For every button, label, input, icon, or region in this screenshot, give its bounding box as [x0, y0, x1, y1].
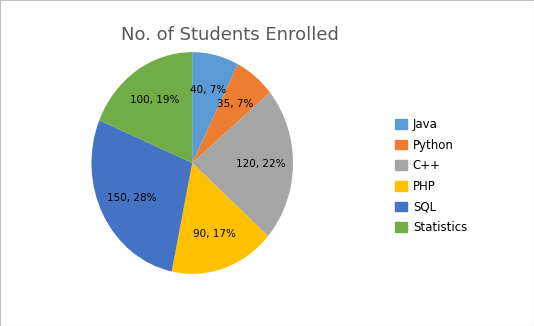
- Wedge shape: [192, 93, 293, 236]
- Wedge shape: [192, 52, 238, 163]
- Text: 150, 28%: 150, 28%: [107, 193, 156, 203]
- Text: 35, 7%: 35, 7%: [217, 99, 253, 109]
- Text: 100, 19%: 100, 19%: [130, 95, 179, 105]
- Text: 40, 7%: 40, 7%: [190, 85, 226, 95]
- Wedge shape: [171, 163, 268, 274]
- Text: 90, 17%: 90, 17%: [193, 230, 235, 240]
- Wedge shape: [99, 52, 192, 163]
- Text: No. of Students Enrolled: No. of Students Enrolled: [121, 26, 339, 44]
- Wedge shape: [192, 64, 270, 163]
- Wedge shape: [91, 120, 192, 272]
- Text: 120, 22%: 120, 22%: [236, 159, 286, 169]
- Legend: Java, Python, C++, PHP, SQL, Statistics: Java, Python, C++, PHP, SQL, Statistics: [390, 113, 472, 239]
